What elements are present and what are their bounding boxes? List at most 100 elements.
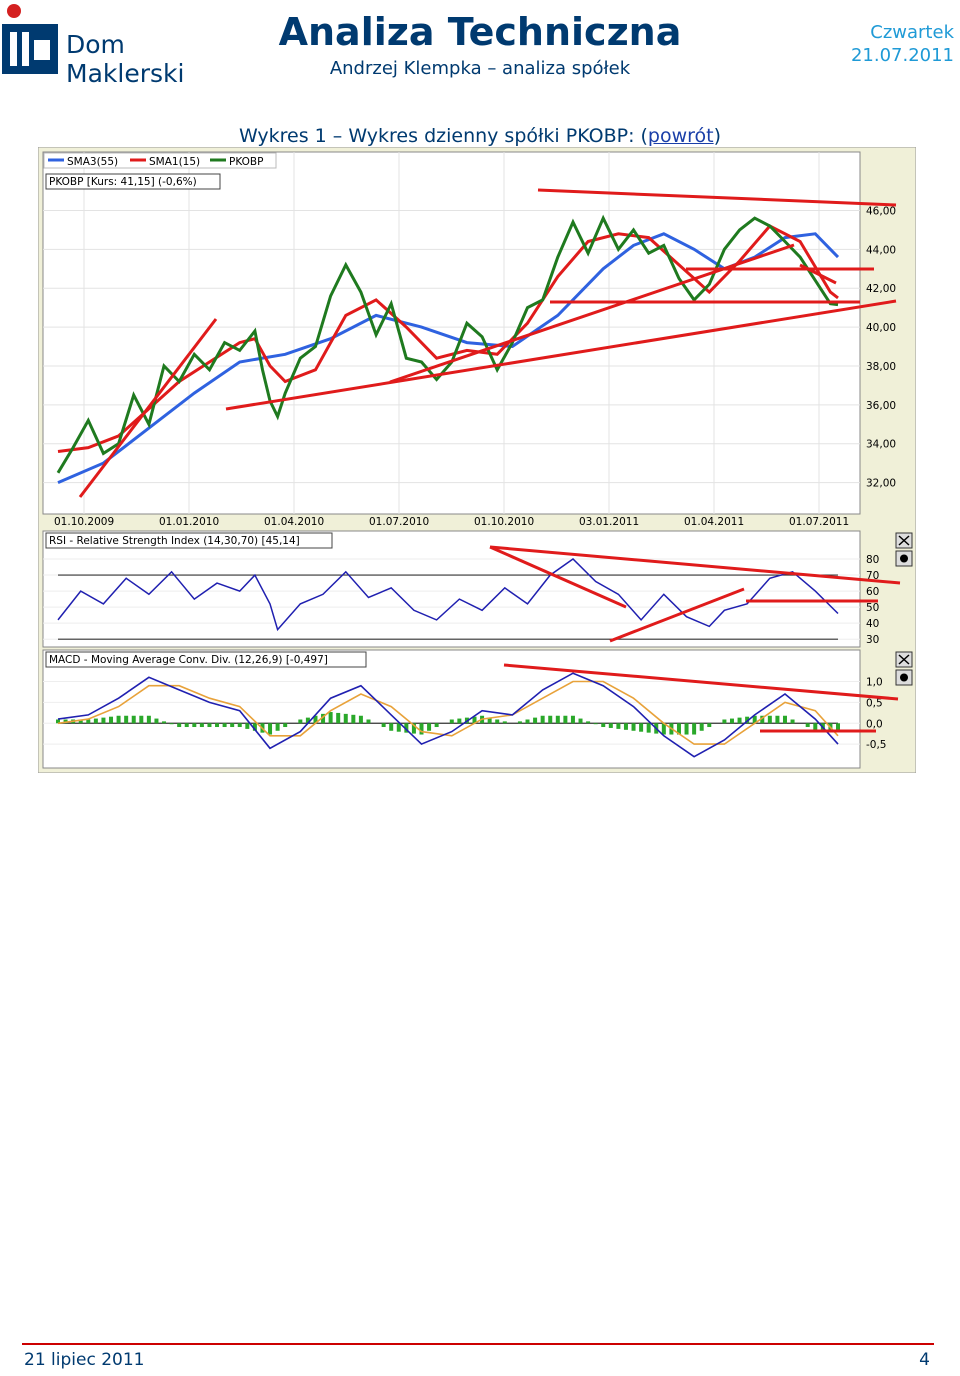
macd-histogram-bar: [790, 719, 795, 724]
dot-icon: [900, 673, 908, 682]
macd-histogram-bar: [328, 711, 333, 724]
macd-histogram-bar: [366, 719, 371, 724]
macd-histogram-bar: [631, 723, 636, 731]
close-icon: [898, 654, 910, 665]
macd-histogram-bar: [389, 723, 394, 731]
macd-histogram-bar: [684, 723, 689, 735]
macd-histogram-bar: [215, 723, 220, 728]
trendline: [799, 263, 837, 285]
price-y-axis: 46,00 44,00 42,00 40,00 38,00 36,00 34,00 32,00: [866, 205, 896, 489]
macd-histogram-bar: [570, 715, 575, 724]
pko-logo: Dom Maklerski: [0, 0, 226, 88]
rsi-settings-button[interactable]: [895, 550, 913, 567]
macd-histogram-bar: [116, 715, 121, 724]
macd-histogram-bar: [275, 723, 280, 731]
macd-histogram-bar: [517, 721, 522, 724]
report-day: Czwartek: [870, 22, 954, 43]
macd-histogram-bar: [131, 715, 136, 724]
macd-histogram-bar: [199, 723, 204, 728]
macd-close-button[interactable]: [895, 651, 913, 668]
trendline: [78, 318, 218, 498]
x-tick-label: 03.01.2011: [579, 516, 639, 528]
macd-histogram-bar: [146, 715, 151, 724]
macd-histogram-bar: [358, 715, 363, 724]
price-info-label: PKOBP [Kurs: 41,15] (-0,6%): [49, 176, 197, 188]
rsi-panel: [42, 530, 861, 648]
pko-emblem-icon: [2, 4, 58, 74]
x-tick-label: 01.01.2010: [159, 516, 219, 528]
y-tick-label: 60: [866, 586, 879, 598]
macd-histogram-bar: [737, 717, 742, 724]
macd-histogram-bar: [692, 723, 697, 735]
dot-icon: [900, 554, 908, 563]
y-tick-label: 36,00: [866, 400, 896, 412]
macd-histogram-bar: [805, 723, 810, 728]
macd-histogram-bar: [162, 721, 167, 724]
macd-histogram-bar: [93, 718, 98, 724]
report-title: Analiza Techniczna: [278, 10, 682, 54]
macd-histogram-bar: [109, 716, 114, 724]
macd-histogram-bar: [184, 723, 189, 728]
trendline: [225, 299, 897, 411]
macd-histogram-bar: [487, 717, 492, 724]
macd-histogram-bar: [525, 719, 530, 724]
macd-histogram-bar: [86, 719, 91, 724]
trendlines: [78, 188, 901, 733]
rsi-grid: [43, 558, 860, 640]
macd-histogram-bar: [578, 718, 583, 724]
macd-line: [57, 672, 839, 758]
rsi-close-button[interactable]: [895, 532, 913, 549]
macd-histogram-bar: [661, 723, 666, 735]
y-tick-label: 40: [866, 618, 879, 630]
macd-y-axis: 1,0 0,5 0,0 -0,5: [866, 677, 887, 752]
macd-histogram-bar: [139, 715, 144, 724]
macd-histogram-bar: [411, 723, 416, 734]
macd-histogram-bar: [752, 715, 757, 724]
macd-histogram-bar: [283, 723, 288, 728]
macd-histogram-bar: [502, 721, 507, 724]
trendline: [537, 188, 897, 207]
macd-histogram-bar: [729, 718, 734, 724]
rsi-line: [57, 558, 839, 632]
macd-histogram-bar: [169, 723, 174, 725]
y-tick-label: 40,00: [866, 322, 896, 334]
macd-histogram-bar: [177, 723, 182, 728]
rsi-info-label: RSI - Relative Strength Index (14,30,70)…: [49, 535, 300, 547]
macd-histogram-bar: [623, 723, 628, 730]
y-tick-label: -0,5: [866, 739, 887, 751]
y-tick-label: 1,0: [866, 677, 883, 689]
macd-histogram-bar: [298, 719, 303, 724]
macd-histogram-bar: [782, 715, 787, 724]
macd-histogram-bar: [381, 723, 386, 728]
back-link[interactable]: powrót: [647, 125, 714, 147]
macd-histogram-bar: [676, 723, 681, 735]
macd-histogram-bar: [533, 717, 538, 724]
macd-histogram-bar: [813, 723, 818, 731]
figure-caption: Wykres 1 – Wykres dzienny spółki PKOBP: …: [0, 125, 960, 147]
macd-histogram-bar: [601, 723, 606, 728]
macd-histogram-bar: [252, 723, 257, 731]
y-tick-label: 32,00: [866, 478, 896, 490]
macd-histogram-bar: [586, 721, 591, 724]
trendline: [609, 587, 745, 643]
macd-settings-button[interactable]: [895, 669, 913, 686]
macd-histogram-bar: [540, 715, 545, 724]
macd-histogram-bar: [101, 717, 106, 724]
legend-sma15: SMA1(15): [149, 156, 200, 168]
trendline: [503, 663, 899, 701]
x-tick-label: 01.04.2011: [684, 516, 744, 528]
series-line-pkobp: [56, 214, 839, 474]
macd-histogram-bar: [351, 714, 356, 724]
macd-histogram-bar: [472, 716, 477, 724]
macd-histogram-bar: [434, 723, 439, 728]
macd-histogram-bar: [419, 723, 424, 735]
macd-histogram-bar: [555, 715, 560, 724]
macd-histogram-bar: [237, 723, 242, 728]
y-tick-label: 38,00: [866, 361, 896, 373]
report-subtitle: Andrzej Klempka – analiza spółek: [329, 58, 631, 79]
macd-histogram-bar: [707, 723, 712, 728]
y-tick-label: 34,00: [866, 439, 896, 451]
macd-histogram-bar: [56, 719, 60, 724]
y-tick-label: 0,5: [866, 697, 883, 709]
